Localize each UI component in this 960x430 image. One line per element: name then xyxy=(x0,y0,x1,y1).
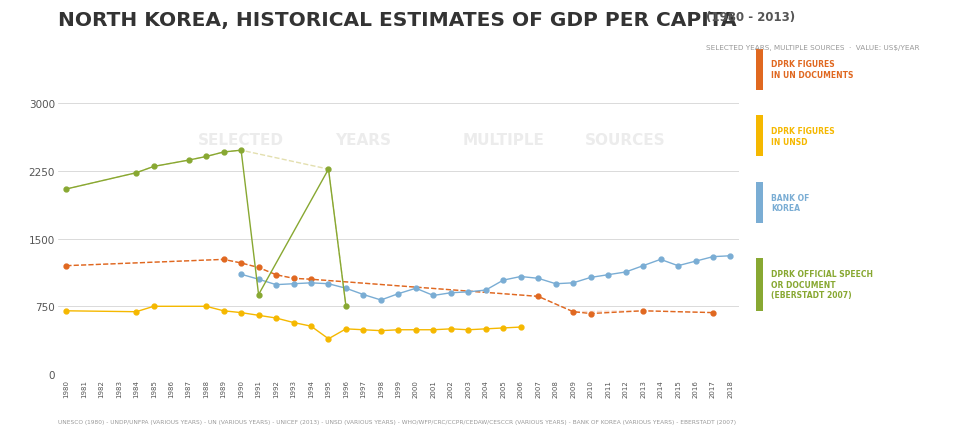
Text: DPRK FIGURES
IN UNSD: DPRK FIGURES IN UNSD xyxy=(771,127,834,146)
Text: SELECTED YEARS, MULTIPLE SOURCES  ·  VALUE: US$/YEAR: SELECTED YEARS, MULTIPLE SOURCES · VALUE… xyxy=(706,45,919,51)
Text: (1980 - 2013): (1980 - 2013) xyxy=(706,11,795,24)
Text: YEARS: YEARS xyxy=(335,132,392,147)
Text: BANK OF
KOREA: BANK OF KOREA xyxy=(771,194,809,213)
Text: DPRK OFFICIAL SPEECH
OR DOCUMENT
(EBERSTADT 2007): DPRK OFFICIAL SPEECH OR DOCUMENT (EBERST… xyxy=(771,270,873,299)
Text: SOURCES: SOURCES xyxy=(586,132,666,147)
Text: UNESCO (1980) - UNDP/UNFPA (VARIOUS YEARS) - UN (VARIOUS YEARS) - UNICEF (2013) : UNESCO (1980) - UNDP/UNFPA (VARIOUS YEAR… xyxy=(58,418,735,424)
Text: NORTH KOREA, HISTORICAL ESTIMATES OF GDP PER CAPITA: NORTH KOREA, HISTORICAL ESTIMATES OF GDP… xyxy=(58,11,736,30)
Text: DPRK FIGURES
IN UN DOCUMENTS: DPRK FIGURES IN UN DOCUMENTS xyxy=(771,60,853,80)
Text: SELECTED: SELECTED xyxy=(198,132,284,147)
Text: MULTIPLE: MULTIPLE xyxy=(463,132,544,147)
